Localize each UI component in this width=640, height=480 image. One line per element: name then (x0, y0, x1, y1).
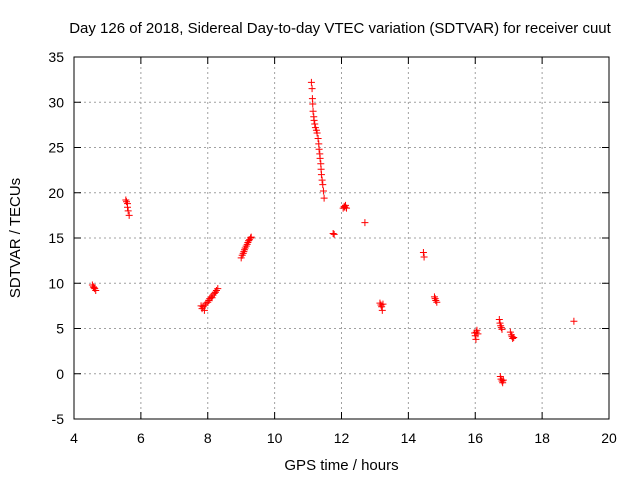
data-point (241, 246, 249, 254)
data-point (309, 100, 317, 108)
data-point (473, 326, 481, 334)
x-tick-label: 8 (204, 430, 212, 446)
data-point (318, 176, 326, 184)
data-point (420, 253, 428, 261)
data-point (307, 78, 315, 86)
data-point (211, 288, 219, 296)
y-tick-label: 5 (56, 321, 64, 337)
x-tick-label: 10 (267, 430, 283, 446)
y-tick-label: 25 (48, 140, 64, 156)
x-tick-label: 14 (401, 430, 417, 446)
data-point (378, 306, 386, 314)
data-point (508, 333, 516, 341)
data-point (330, 230, 338, 238)
x-tick-label: 18 (534, 430, 550, 446)
data-point (472, 335, 480, 343)
data-point (125, 211, 133, 219)
y-tick-label: -5 (52, 411, 65, 427)
chart-title: Day 126 of 2018, Sidereal Day-to-day VTE… (69, 20, 611, 37)
data-point (316, 154, 324, 162)
data-point (343, 204, 351, 212)
data-point (341, 203, 349, 211)
data-point (241, 244, 249, 252)
data-point (313, 129, 321, 137)
data-point (91, 285, 99, 293)
data-point (419, 248, 427, 256)
data-point (239, 249, 247, 257)
x-tick-label: 16 (467, 430, 483, 446)
data-point (238, 251, 246, 259)
data-point (92, 286, 100, 294)
data-points (88, 78, 578, 387)
y-tick-label: 15 (48, 230, 64, 246)
data-point (247, 234, 255, 242)
plot-frame (73, 56, 610, 420)
data-point (432, 296, 440, 304)
y-tick-label: 35 (48, 49, 64, 65)
data-point (309, 107, 317, 115)
data-point (379, 300, 387, 308)
data-point (124, 207, 132, 215)
data-point (319, 181, 327, 189)
data-point (499, 376, 507, 384)
data-point (122, 196, 130, 204)
data-point (376, 299, 384, 307)
data-point (474, 330, 482, 338)
data-point (310, 116, 318, 124)
y-tick-label: 20 (48, 185, 64, 201)
x-tick-label: 12 (334, 430, 350, 446)
data-point (361, 219, 369, 227)
y-axis-title: SDTVAR / TECUs (7, 178, 24, 298)
data-point (472, 328, 480, 336)
x-tick-label: 20 (601, 430, 617, 446)
data-point (214, 285, 222, 293)
data-point (212, 286, 220, 294)
x-tick-label: 6 (137, 430, 145, 446)
data-point (242, 242, 250, 250)
tick-labels: 4 6 8 10 12 14 16 18 20 -5 0 5 10 15 20 25 30 35 (48, 49, 617, 446)
y-tick-label: 0 (56, 366, 64, 382)
y-tick-label: 30 (48, 94, 64, 110)
data-point (430, 293, 438, 301)
data-point (317, 171, 325, 179)
data-point (315, 145, 323, 153)
data-point (433, 298, 441, 306)
data-point (497, 324, 505, 332)
data-point (204, 298, 212, 306)
y-tick-label: 10 (48, 275, 64, 291)
data-point (497, 322, 505, 330)
data-point (509, 334, 517, 342)
data-point (495, 315, 503, 323)
data-point (240, 248, 248, 256)
data-point (314, 134, 322, 142)
data-point (89, 283, 97, 291)
data-point (200, 306, 208, 314)
data-point (498, 377, 506, 385)
data-point (510, 334, 518, 342)
data-point (124, 203, 131, 211)
data-point (320, 194, 328, 202)
x-tick-label: 4 (70, 430, 78, 446)
x-axis-title: GPS time / hours (284, 457, 398, 474)
data-point (329, 229, 337, 237)
data-point (498, 325, 506, 333)
grid-lines (74, 57, 609, 419)
data-point (243, 240, 251, 248)
data-point (247, 233, 255, 241)
data-point (122, 198, 130, 206)
data-point (319, 187, 327, 195)
data-point (308, 85, 316, 93)
data-point (570, 317, 578, 325)
data-point (431, 295, 439, 303)
data-point (311, 120, 319, 128)
